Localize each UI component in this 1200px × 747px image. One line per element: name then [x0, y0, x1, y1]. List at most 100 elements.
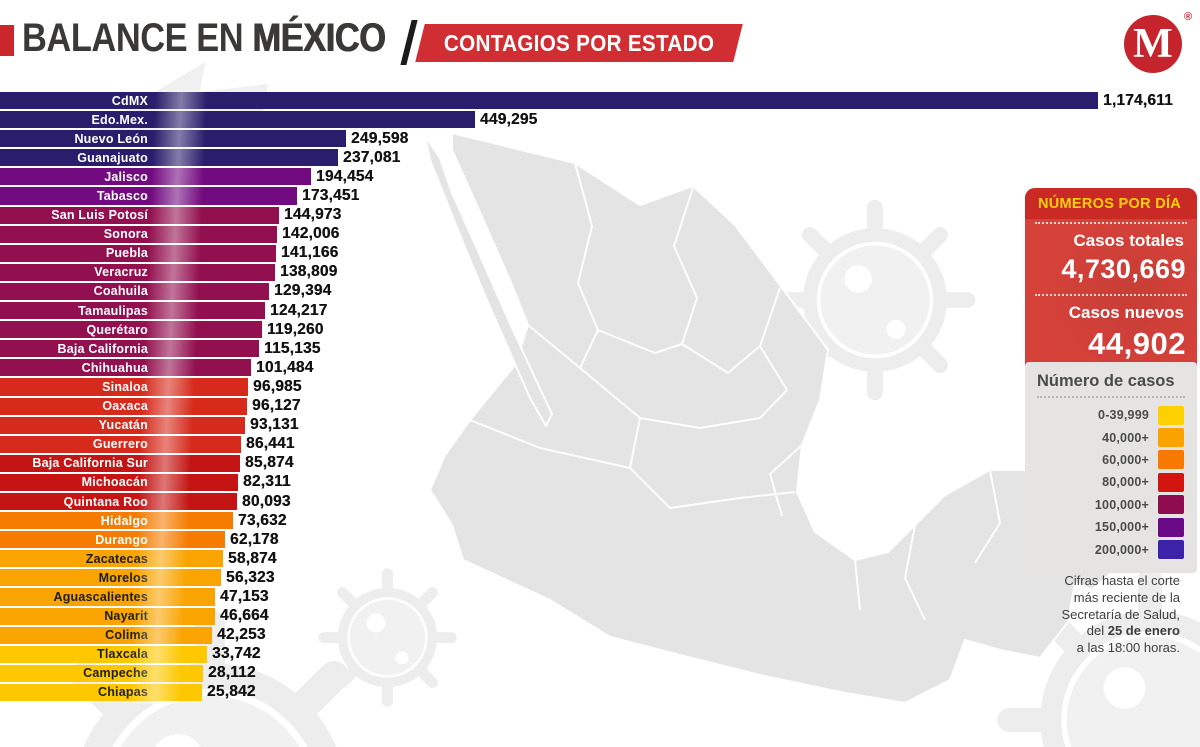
- bar-row: Tamaulipas 124,217: [0, 302, 1173, 320]
- state-bar: Durango: [0, 531, 225, 549]
- bar-row: Colima 42,253: [0, 626, 1173, 644]
- total-cases-label: Casos totales: [1073, 231, 1184, 250]
- state-bar: Campeche: [0, 664, 203, 682]
- new-cases-value: 44,902: [1088, 326, 1186, 361]
- state-label: Tlaxcala: [97, 647, 148, 662]
- state-bar: Veracruz: [0, 263, 275, 281]
- legend-label: 100,000+: [1094, 497, 1149, 512]
- state-label: Veracruz: [94, 265, 148, 280]
- state-bar: Edo.Mex.: [0, 111, 475, 129]
- bar-row: Nuevo León 249,598: [0, 130, 1173, 148]
- state-label: Durango: [95, 532, 148, 547]
- bar-row: Tlaxcala 33,742: [0, 645, 1173, 663]
- state-label: Aguascalientes: [53, 589, 148, 604]
- value-label: 138,809: [280, 263, 338, 281]
- state-bar: Tlaxcala: [0, 645, 207, 663]
- legend-color-swatch: [1158, 428, 1184, 448]
- state-label: Nayarit: [104, 609, 148, 624]
- state-label: Zacatecas: [85, 551, 148, 566]
- state-label: Chiapas: [97, 685, 148, 700]
- value-label: 28,112: [208, 664, 256, 682]
- state-label: Puebla: [105, 246, 148, 261]
- state-label: Chihuahua: [81, 360, 148, 375]
- state-label: Nuevo León: [74, 131, 148, 146]
- value-label: 46,664: [220, 607, 269, 625]
- legend-rows: 0-39,999 40,000+ 60,000+ 80,000+ 100,000+ 150…: [1025, 404, 1197, 561]
- page-title-regular: BALANCE EN: [22, 16, 253, 60]
- daily-numbers-title: NÚMEROS POR DÍA: [1025, 188, 1197, 219]
- value-label: 62,178: [230, 530, 279, 548]
- bar-row: Quintana Roo 80,093: [0, 492, 1173, 511]
- legend-row: 60,000+: [1025, 449, 1197, 471]
- state-bar: Sonora: [0, 225, 277, 243]
- state-label: Hidalgo: [100, 513, 148, 528]
- state-bar: Jalisco: [0, 168, 311, 186]
- bar-row: Baja California 115,135: [0, 339, 1173, 358]
- total-cases-value: 4,730,669: [1061, 254, 1186, 284]
- bar-row: Oaxaca 96,127: [0, 397, 1173, 415]
- page-title: BALANCE EN MÉXICO: [22, 16, 386, 61]
- baja-california-peninsula: [424, 135, 553, 427]
- state-bar: Hidalgo: [0, 512, 233, 530]
- value-label: 42,253: [217, 626, 266, 644]
- state-bar: Oaxaca: [0, 397, 247, 415]
- value-label: 141,166: [281, 244, 339, 262]
- legend-color-swatch: [1158, 540, 1184, 560]
- bar-row: Baja California Sur 85,874: [0, 454, 1173, 472]
- legend-row: 40,000+: [1025, 426, 1197, 448]
- state-label: Baja California Sur: [32, 456, 148, 471]
- value-label: 96,985: [253, 377, 302, 395]
- footnote-line: Secretaría de Salud,: [1061, 606, 1180, 622]
- state-label: Morelos: [98, 570, 148, 585]
- value-label: 56,323: [226, 568, 275, 586]
- legend-row: 150,000+: [1025, 516, 1197, 538]
- value-label: 33,742: [212, 645, 261, 663]
- legend-color-swatch: [1158, 472, 1184, 492]
- value-label: 86,441: [246, 435, 295, 453]
- state-bar: Quintana Roo: [0, 492, 237, 511]
- state-bar: Colima: [0, 626, 212, 644]
- mexico-mainland: [429, 132, 1129, 704]
- footnote-line: a las 18:00 horas.: [1076, 640, 1180, 656]
- bar-row: Nayarit 46,664: [0, 607, 1173, 625]
- value-label: 25,842: [207, 683, 256, 701]
- state-label: Tamaulipas: [78, 303, 148, 318]
- value-label: 129,394: [274, 282, 332, 300]
- state-label: CdMX: [111, 93, 148, 108]
- state-label: Coahuila: [93, 284, 148, 299]
- state-label: Oaxaca: [102, 399, 148, 414]
- value-label: 237,081: [343, 148, 401, 166]
- bar-row: Chihuahua 101,484: [0, 358, 1173, 377]
- state-bar: Tabasco: [0, 187, 297, 205]
- state-bar: Chiapas: [0, 683, 202, 701]
- state-bar: Sinaloa: [0, 378, 248, 396]
- bar-row: Sinaloa 96,985: [0, 377, 1173, 396]
- bar-row: CdMX 1,174,611: [0, 92, 1173, 110]
- daily-numbers-panel: NÚMEROS POR DÍA Casos totales 4,730,669 …: [1025, 188, 1197, 384]
- bar-row: Yucatán 93,131: [0, 416, 1173, 434]
- dotted-divider: [1035, 294, 1187, 296]
- state-bar: Baja California Sur: [0, 454, 240, 472]
- state-bar: Guanajuato: [0, 149, 338, 167]
- legend-label: 150,000+: [1094, 520, 1149, 535]
- bar-row: Tabasco 173,451: [0, 187, 1173, 205]
- value-label: 115,135: [264, 339, 321, 357]
- legend-color-swatch: [1158, 517, 1184, 537]
- bar-row: San Luis Potosí 144,973: [0, 206, 1173, 224]
- state-bar: Chihuahua: [0, 359, 251, 377]
- value-label: 101,484: [256, 358, 314, 376]
- state-bar: Guerrero: [0, 435, 241, 453]
- state-borders: [469, 162, 1076, 621]
- bar-row: Guerrero 86,441: [0, 435, 1173, 453]
- legend-row: 200,000+: [1025, 538, 1197, 560]
- state-label: Guanajuato: [77, 150, 148, 165]
- legend-panel: Número de casos 0-39,999 40,000+ 60,000+ 80…: [1025, 362, 1197, 573]
- state-label: Tabasco: [96, 189, 148, 204]
- legend-label: 0-39,999: [1098, 408, 1149, 423]
- legend-color-swatch: [1158, 450, 1184, 470]
- bar-row: Guanajuato 237,081: [0, 148, 1173, 167]
- value-label: 58,874: [228, 549, 277, 567]
- state-label: Sinaloa: [102, 379, 148, 394]
- value-label: 173,451: [302, 187, 360, 205]
